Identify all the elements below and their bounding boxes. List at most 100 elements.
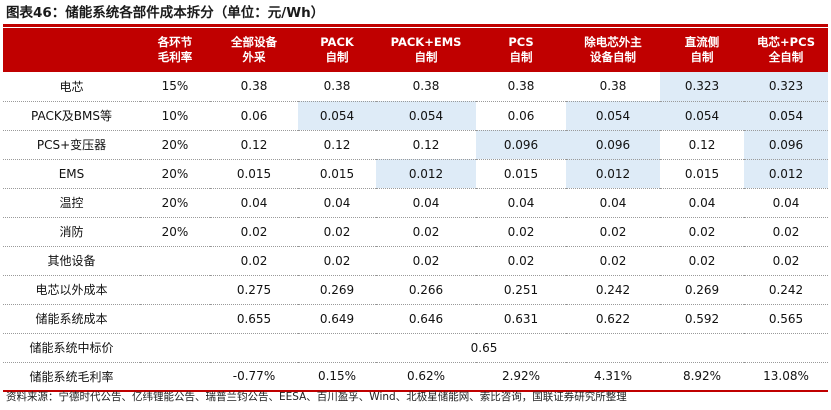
cost-cell: 0.242 <box>595 282 631 297</box>
cost-cell: 0.054 <box>566 101 660 130</box>
row-label-cell: 电芯以外成本 <box>35 283 108 297</box>
table-row: 其他设备 0.02 0.02 0.02 0.02 0.02 0.02 0.02 <box>3 246 828 275</box>
header-cell-pcs: PCS 自制 <box>476 28 566 72</box>
cost-cell: 0.12 <box>323 137 351 152</box>
table-row: 储能系统毛利率 -0.77% 0.15% 0.62% 2.92% 4.31% 8.92% 13… <box>3 362 828 391</box>
table-row: EMS 20% 0.015 0.015 0.012 0.015 0.012 0.015 0.01… <box>3 159 828 188</box>
cost-cell: 0.02 <box>323 224 351 239</box>
cost-cell: 0.649 <box>319 311 355 326</box>
cost-cell: 4.31% <box>593 369 633 384</box>
cost-cell: 0.02 <box>323 253 351 268</box>
cost-cell: 0.096 <box>744 130 828 159</box>
bid-price-cell: 0.65 <box>470 340 498 355</box>
table-row: 温控 20% 0.04 0.04 0.04 0.04 0.04 0.04 0.04 <box>3 188 828 217</box>
cost-cell: 0.054 <box>660 101 744 130</box>
cost-cell: 0.38 <box>323 79 351 94</box>
cost-cell: 0.02 <box>507 224 535 239</box>
row-label-cell: 其他设备 <box>47 254 96 268</box>
cost-cell: 0.02 <box>412 224 440 239</box>
header-cell-pack: PACK 自制 <box>298 28 376 72</box>
cost-cell: 0.02 <box>688 253 716 268</box>
cost-cell: 0.012 <box>566 159 660 188</box>
cost-cell: 0.02 <box>599 224 627 239</box>
cost-cell: 0.02 <box>240 253 268 268</box>
row-label-cell: 温控 <box>59 196 84 210</box>
table-row: 储能系统中标价 0.65 <box>3 333 828 362</box>
header-cell-all-outsourced: 全部设备 外采 <box>210 28 298 72</box>
cost-cell: 0.269 <box>319 282 355 297</box>
cost-cell: 0.12 <box>240 137 268 152</box>
cost-cell: 0.565 <box>768 311 804 326</box>
margin-cell: 20% <box>161 224 189 239</box>
cost-cell: 2.92% <box>501 369 541 384</box>
cost-cell: 0.015 <box>236 166 272 181</box>
table-row: 电芯以外成本 0.275 0.269 0.266 0.251 0.242 0.269 0.24… <box>3 275 828 304</box>
margin-cell <box>140 362 210 391</box>
table-row: 储能系统成本 0.655 0.649 0.646 0.631 0.622 0.592 0.56… <box>3 304 828 333</box>
row-label-cell: 储能系统中标价 <box>29 341 114 355</box>
cost-cell: 0.06 <box>240 108 268 123</box>
header-cell-dc-side: 直流侧 自制 <box>660 28 744 72</box>
source-note: 资料来源：宁德时代公告、亿纬锂能公告、瑞普兰钧公告、EESA、百川盈孚、Wind… <box>6 391 627 403</box>
cost-cell: 0.38 <box>240 79 268 94</box>
margin-cell <box>140 275 210 304</box>
cost-cell: 0.04 <box>323 195 351 210</box>
cost-cell: 0.62% <box>406 369 446 384</box>
cost-cell: 0.054 <box>376 101 476 130</box>
margin-cell <box>140 304 210 333</box>
cost-cell: 0.251 <box>503 282 539 297</box>
cost-cell: 0.054 <box>744 101 828 130</box>
table-header: 各环节 毛利率 全部设备 外采 PACK 自制 PACK+EMS 自制 PCS … <box>3 28 828 72</box>
margin-cell: 10% <box>161 108 189 123</box>
cost-cell: 0.02 <box>688 224 716 239</box>
header-cell-margin: 各环节 毛利率 <box>140 28 210 72</box>
cost-cell: 0.269 <box>684 282 720 297</box>
cost-cell: 0.242 <box>768 282 804 297</box>
cost-cell: 0.592 <box>684 311 720 326</box>
cost-cell: 0.06 <box>507 108 535 123</box>
cost-breakdown-table: 各环节 毛利率 全部设备 外采 PACK 自制 PACK+EMS 自制 PCS … <box>3 28 828 392</box>
cost-cell: 0.054 <box>298 101 376 130</box>
cost-cell: 0.015 <box>684 166 720 181</box>
cost-cell: 0.012 <box>376 159 476 188</box>
cost-cell: 0.02 <box>599 253 627 268</box>
row-label-cell: PACK及BMS等 <box>31 109 112 123</box>
cost-cell: 0.622 <box>595 311 631 326</box>
title-divider <box>3 24 828 27</box>
cost-cell: 0.04 <box>688 195 716 210</box>
margin-cell <box>140 246 210 275</box>
cost-cell: 0.631 <box>503 311 539 326</box>
margin-cell: 15% <box>161 79 189 94</box>
table-row: PACK及BMS等 10% 0.06 0.054 0.054 0.06 0.054 0.054… <box>3 101 828 130</box>
cost-cell: 0.38 <box>507 79 535 94</box>
cost-cell: 0.02 <box>772 253 800 268</box>
margin-cell: 20% <box>161 137 189 152</box>
header-row: 各环节 毛利率 全部设备 外采 PACK 自制 PACK+EMS 自制 PCS … <box>3 28 828 72</box>
table-body: 电芯 15% 0.38 0.38 0.38 0.38 0.38 0.323 0.323 PACK及… <box>3 72 828 391</box>
cost-cell: 0.012 <box>744 159 828 188</box>
cost-cell: 0.04 <box>599 195 627 210</box>
row-label-cell: 电芯 <box>59 79 84 94</box>
cost-cell: 0.02 <box>412 253 440 268</box>
header-cell-cell-pcs: 电芯+PCS 全自制 <box>744 28 828 72</box>
cost-cell: 0.38 <box>599 79 627 94</box>
cost-cell: 0.04 <box>240 195 268 210</box>
cost-cell: 0.38 <box>412 79 440 94</box>
cost-cell: 0.655 <box>236 311 272 326</box>
cost-cell: 0.015 <box>319 166 355 181</box>
table-row: 电芯 15% 0.38 0.38 0.38 0.38 0.38 0.323 0.323 <box>3 72 828 101</box>
cost-cell: 0.12 <box>688 137 716 152</box>
cost-cell: 0.02 <box>507 253 535 268</box>
figure-title: 图表46：储能系统各部件成本拆分（单位：元/Wh） <box>6 5 325 21</box>
cost-cell: 0.15% <box>317 369 357 384</box>
cost-cell: 0.096 <box>566 130 660 159</box>
cost-cell: -0.77% <box>232 369 276 384</box>
row-label-cell: PCS+变压器 <box>36 138 107 152</box>
table-row: 消防 20% 0.02 0.02 0.02 0.02 0.02 0.02 0.02 <box>3 217 828 246</box>
row-label-cell: 储能系统毛利率 <box>29 369 114 384</box>
header-cell-pack-ems: PACK+EMS 自制 <box>376 28 476 72</box>
row-label-cell: 储能系统成本 <box>35 312 108 326</box>
row-label-cell: EMS <box>58 166 85 181</box>
cost-cell: 0.015 <box>503 166 539 181</box>
